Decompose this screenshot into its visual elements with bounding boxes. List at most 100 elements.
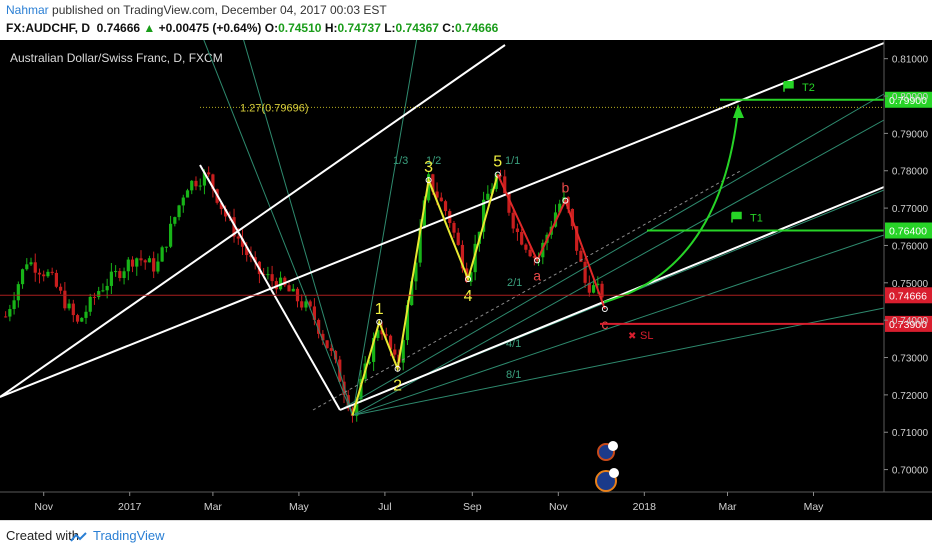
- candle-body: [114, 271, 118, 273]
- elliott-correction-path: [496, 174, 606, 310]
- candle-body: [88, 296, 92, 312]
- candle-body: [287, 285, 291, 292]
- candle-body: [575, 226, 579, 251]
- close-value: 0.74666: [454, 21, 499, 35]
- candle-body: [342, 381, 346, 396]
- wave-point: [394, 365, 401, 372]
- candle-body: [173, 217, 177, 224]
- candle-body: [118, 271, 122, 278]
- candle-body: [427, 174, 431, 201]
- price-chart[interactable]: Australian Dollar/Swiss Franc, D, FXCM 1…: [0, 0, 932, 520]
- candle-body: [97, 291, 101, 298]
- change-arrow-icon: ▲: [143, 21, 156, 35]
- y-tick-label: 0.77000: [892, 204, 929, 215]
- candle-body: [266, 274, 270, 276]
- candle-body: [583, 261, 587, 283]
- low-value: 0.74367: [395, 21, 439, 35]
- price-tag-text: 0.73900: [889, 319, 927, 331]
- publish-info: Nahmar published on TradingView.com, Dec…: [6, 3, 387, 17]
- candle-body: [4, 316, 8, 318]
- x-tick-label: May: [289, 501, 310, 513]
- candle-body: [160, 247, 164, 262]
- candle-body: [401, 340, 405, 363]
- candle-body: [439, 197, 443, 202]
- candle-body: [435, 191, 439, 198]
- candle-body: [486, 193, 490, 200]
- candle-body: [245, 246, 249, 256]
- candle-body: [524, 244, 528, 250]
- candle-body: [223, 209, 228, 217]
- candle-body: [194, 180, 198, 187]
- channel-line: [0, 44, 506, 398]
- gann-fan-label: 8/1: [506, 369, 521, 381]
- candle-body: [469, 272, 473, 282]
- candle-body: [473, 243, 477, 273]
- close-label: C:: [442, 21, 455, 35]
- candle-body: [84, 311, 88, 318]
- candle-body: [333, 350, 338, 360]
- candle-body: [147, 258, 152, 263]
- candle-body: [372, 337, 376, 362]
- candle-body: [388, 335, 393, 350]
- author-link[interactable]: Nahmar: [6, 3, 49, 17]
- candle-body: [300, 301, 304, 308]
- candle-body: [443, 201, 448, 212]
- candle-body: [304, 301, 308, 308]
- wave-label-4: 4: [464, 288, 473, 305]
- candle-body: [152, 258, 156, 272]
- candle-body: [418, 227, 422, 263]
- gann-fan-line: [231, 0, 353, 416]
- event-markers[interactable]: [595, 441, 619, 492]
- level-label-t1: T1: [750, 213, 763, 225]
- gann-fan-label: 1/2: [426, 155, 441, 167]
- candle-body: [456, 232, 460, 245]
- candle-body: [211, 174, 215, 190]
- price-tag-text: 0.79900: [889, 95, 927, 107]
- tradingview-brand[interactable]: TradingView: [70, 528, 165, 543]
- wave-label-5: 5: [493, 153, 502, 170]
- gann-fan-layer: 1/3 1/2 1/12/14/18/1: [187, 0, 885, 416]
- candle-body: [274, 281, 278, 290]
- wave-label-3: 3: [424, 159, 433, 176]
- x-tick-label: Nov: [549, 501, 568, 513]
- candle-body: [452, 222, 456, 233]
- tradingview-label: TradingView: [93, 528, 165, 543]
- wave-point: [465, 276, 472, 283]
- low-label: L:: [384, 21, 396, 35]
- gann-fan-line: [339, 93, 885, 411]
- x-tick-label: Mar: [718, 501, 737, 513]
- candle-body: [579, 250, 583, 262]
- y-tick-label: 0.78000: [892, 167, 929, 178]
- candle-body: [63, 290, 67, 309]
- candle-body: [503, 176, 507, 194]
- wave-point: [601, 305, 608, 312]
- candle-body: [20, 269, 25, 285]
- candle-body: [566, 197, 570, 209]
- candle-body: [232, 217, 236, 237]
- candle-body: [46, 271, 50, 277]
- candle-body: [71, 303, 75, 316]
- median-dashed-line: [312, 169, 743, 411]
- x-tick-label: Sep: [463, 501, 482, 513]
- candle-body: [122, 271, 126, 278]
- high-value: 0.74737: [337, 21, 381, 35]
- candle-body: [376, 330, 380, 338]
- candle-body: [481, 199, 486, 232]
- wave-point: [425, 177, 432, 184]
- axis-layer: 0.81000 0.80000 0.79000 0.78000 0.77000 0.760…: [0, 40, 932, 513]
- channel-line: [0, 42, 885, 398]
- chart-area[interactable]: Australian Dollar/Swiss Franc, D, FXCM 1…: [0, 0, 932, 520]
- candle-body: [600, 283, 604, 298]
- candle-body: [50, 271, 54, 273]
- candle-body: [37, 272, 42, 275]
- chart-header: Nahmar published on TradingView.com, Dec…: [0, 0, 932, 40]
- candle-body: [202, 172, 207, 186]
- candle-body: [329, 348, 333, 351]
- wave-point: [376, 319, 383, 326]
- candle-body: [54, 272, 58, 287]
- candle-body: [562, 197, 566, 204]
- candle-body: [405, 305, 410, 341]
- candle-body: [367, 361, 371, 364]
- gann-fan-line: [352, 234, 885, 416]
- y-tick-label: 0.74000: [892, 316, 929, 327]
